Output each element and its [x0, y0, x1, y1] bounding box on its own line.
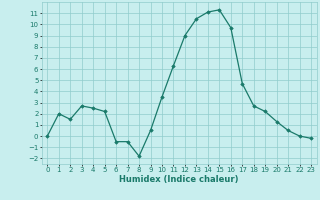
X-axis label: Humidex (Indice chaleur): Humidex (Indice chaleur)	[119, 175, 239, 184]
